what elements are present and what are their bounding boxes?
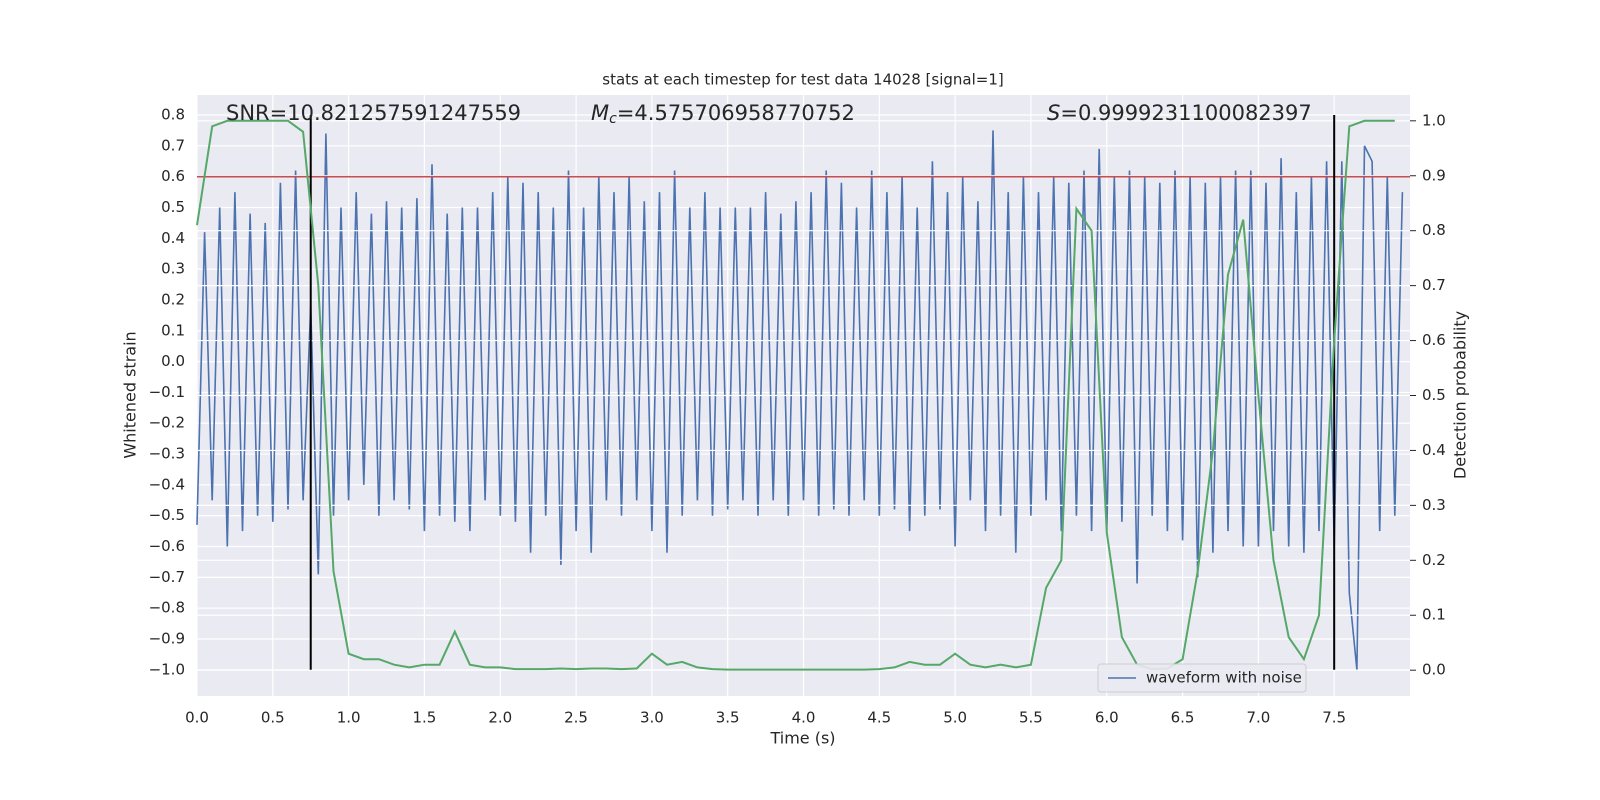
- y-tick-label: 0.4: [161, 229, 185, 247]
- legend-label: waveform with noise: [1146, 669, 1302, 687]
- y-tick-label: 0.6: [161, 167, 185, 185]
- y-tick-label: −0.1: [149, 383, 185, 401]
- x-tick-label: 3.0: [640, 709, 664, 727]
- y-tick-label: −0.8: [149, 599, 185, 617]
- x-tick-label: 5.0: [943, 709, 967, 727]
- y-tick-label: 0.8: [161, 106, 185, 124]
- x-tick-label: 1.0: [337, 709, 361, 727]
- y-tick-label: −0.5: [149, 506, 185, 524]
- y2-tick-label: 0.6: [1422, 331, 1446, 349]
- x-tick-label: 4.0: [792, 709, 816, 727]
- y-tick-label: 0.1: [161, 321, 185, 339]
- y-tick-label: 0.0: [161, 352, 185, 370]
- x-axis-label: Time (s): [769, 729, 835, 748]
- annotation: SNR=10.821257591247559: [226, 101, 521, 125]
- y2-tick-label: 0.0: [1422, 661, 1446, 679]
- y2-tick-label: 0.5: [1422, 386, 1446, 404]
- y2-tick-label: 0.1: [1422, 606, 1446, 624]
- y-tick-label: −0.9: [149, 629, 185, 647]
- x-tick-label: 0.5: [261, 709, 285, 727]
- x-tick-label: 7.0: [1246, 709, 1270, 727]
- x-tick-label: 6.0: [1095, 709, 1119, 727]
- y-tick-label: −0.3: [149, 445, 185, 463]
- legend: waveform with noise: [1097, 663, 1307, 693]
- y-tick-label: −0.7: [149, 568, 185, 586]
- x-tick-label: 2.5: [564, 709, 588, 727]
- x-tick-label: 4.5: [867, 709, 891, 727]
- legend-box: [1097, 663, 1307, 693]
- annotation-value: =4.575706958770752: [617, 101, 855, 125]
- y-tick-label: 0.5: [161, 198, 185, 216]
- y2-tick-label: 0.9: [1422, 166, 1446, 184]
- x-tick-label: 7.5: [1322, 709, 1346, 727]
- plot-layer: [196, 95, 1410, 696]
- probability-line: [196, 119, 1395, 671]
- y2-tick-label: 0.7: [1422, 276, 1446, 294]
- annotation: Mc=4.575706958770752: [591, 101, 855, 127]
- y-tick-label: −0.6: [149, 537, 185, 555]
- y2-tick-label: 0.8: [1422, 221, 1446, 239]
- x-tick-label: 5.5: [1019, 709, 1043, 727]
- x-tick-label: 1.5: [413, 709, 437, 727]
- y2-tick-label: 0.4: [1422, 441, 1446, 459]
- annotation: S=0.9999231100082397: [1047, 101, 1312, 125]
- y2-axis-label: Detection probability: [1451, 311, 1470, 479]
- y-tick-label: 0.2: [161, 290, 185, 308]
- y-tick-label: −0.2: [149, 414, 185, 432]
- y-tick-label: −1.0: [149, 660, 185, 678]
- x-tick-label: 2.0: [488, 709, 512, 727]
- waveform-line: [196, 130, 1404, 670]
- annotation-symbol: S: [1047, 101, 1060, 125]
- y-tick-label: −0.4: [149, 475, 185, 493]
- chart-title: stats at each timestep for test data 140…: [602, 71, 1003, 89]
- x-tick-label: 6.5: [1171, 709, 1195, 727]
- y2-tick-label: 0.3: [1422, 496, 1446, 514]
- annotation-symbol: M: [591, 101, 609, 125]
- y2-tick-label: 1.0: [1422, 111, 1446, 129]
- y-tick-label: 0.7: [161, 136, 185, 154]
- annotation-subscript: c: [609, 111, 617, 127]
- y2-tick-label: 0.2: [1422, 551, 1446, 569]
- annotation-value: =0.9999231100082397: [1060, 101, 1311, 125]
- x-tick-label: 0.0: [185, 709, 209, 727]
- y-axis-label: Whitened strain: [121, 331, 140, 458]
- y-tick-label: 0.3: [161, 260, 185, 278]
- x-tick-label: 3.5: [716, 709, 740, 727]
